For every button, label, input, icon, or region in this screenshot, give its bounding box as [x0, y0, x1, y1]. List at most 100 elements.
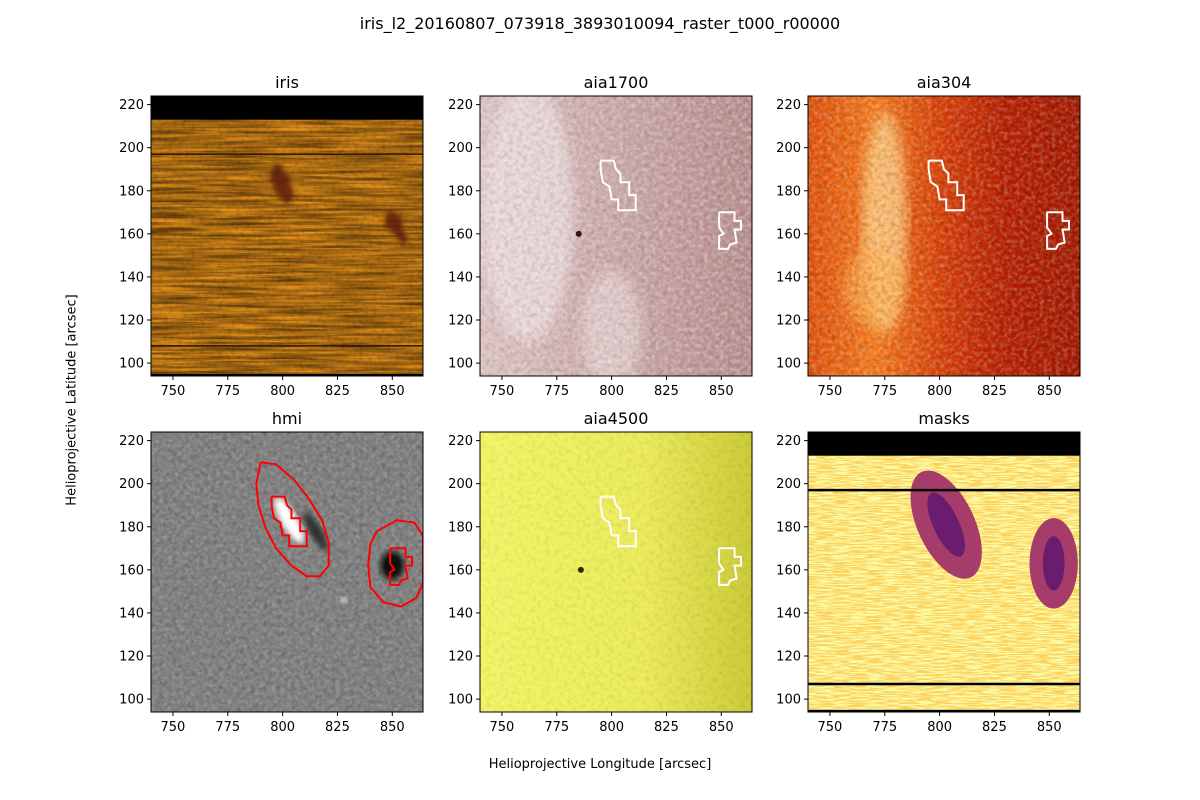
panel-image-hmi	[151, 432, 423, 712]
x-tick-label: 750	[161, 720, 186, 735]
y-tick-label: 100	[119, 357, 144, 372]
axes-frame	[479, 431, 753, 713]
y-tick-label: 140	[776, 270, 801, 285]
y-tick-label: 220	[119, 434, 144, 449]
contour	[599, 159, 637, 212]
x-tick-label: 825	[654, 384, 679, 399]
y-tick-label: 180	[448, 184, 473, 199]
contour	[270, 495, 308, 548]
x-axis-label: Helioprojective Longitude [arcsec]	[488, 757, 712, 772]
y-tick-label: 220	[776, 434, 801, 449]
figure-title: iris_l2_20160807_073918_3893010094_raste…	[359, 14, 841, 33]
y-tick-label: 140	[448, 606, 473, 621]
y-tick-label: 220	[119, 98, 144, 113]
x-tick-label: 825	[325, 384, 350, 399]
y-tick-label: 120	[776, 314, 801, 329]
y-tick-label: 200	[448, 141, 473, 156]
x-tick-label: 775	[872, 384, 897, 399]
panel-title: aia4500	[584, 409, 649, 428]
panel-image-aia1700	[480, 96, 752, 376]
panel-title: hmi	[272, 409, 302, 428]
mask-core	[927, 492, 965, 557]
y-tick-label: 220	[448, 98, 473, 113]
y-tick-label: 100	[119, 693, 144, 708]
y-tick-label: 100	[448, 693, 473, 708]
panel-image-aia304	[808, 96, 1080, 376]
masked-band-top	[808, 432, 1080, 456]
y-tick-label: 180	[119, 520, 144, 535]
axes-frame	[150, 431, 424, 713]
x-tick-label: 775	[872, 720, 897, 735]
panel-title: aia1700	[584, 73, 649, 92]
y-tick-label: 200	[776, 477, 801, 492]
contour	[1046, 211, 1070, 250]
x-tick-label: 800	[599, 384, 624, 399]
y-tick-label: 200	[119, 477, 144, 492]
y-tick-label: 220	[448, 434, 473, 449]
contour	[718, 547, 742, 586]
x-tick-label: 750	[818, 384, 843, 399]
y-tick-label: 120	[448, 314, 473, 329]
y-tick-label: 160	[448, 563, 473, 578]
x-tick-label: 775	[215, 384, 240, 399]
panel-aia4500: aia4500 750 775 800 825 850 100 120 140 160 180 200…	[448, 409, 753, 735]
contour	[255, 461, 330, 578]
x-tick-label: 825	[982, 720, 1007, 735]
y-tick-label: 160	[776, 563, 801, 578]
y-tick-label: 180	[776, 184, 801, 199]
x-tick-label: 750	[490, 720, 515, 735]
panel-title: iris	[275, 73, 299, 92]
y-tick-label: 160	[448, 227, 473, 242]
axes-frame	[807, 95, 1081, 377]
dark-region	[271, 163, 294, 205]
x-tick-label: 825	[654, 720, 679, 735]
x-tick-label: 750	[490, 384, 515, 399]
x-tick-label: 850	[709, 384, 734, 399]
y-tick-label: 200	[776, 141, 801, 156]
panel-aia304: aia304 750 775 800 825 850 100 120 140 160 180 200 2…	[776, 73, 1081, 399]
x-tick-label: 800	[599, 720, 624, 735]
bright-spot	[575, 230, 582, 237]
y-tick-label: 160	[119, 227, 144, 242]
y-tick-label: 120	[119, 650, 144, 665]
y-tick-label: 180	[448, 520, 473, 535]
panel-image-masks	[808, 432, 1080, 712]
x-tick-label: 825	[982, 384, 1007, 399]
x-tick-label: 800	[927, 720, 952, 735]
y-tick-label: 140	[448, 270, 473, 285]
x-tick-label: 850	[380, 720, 405, 735]
x-tick-label: 775	[544, 384, 569, 399]
x-tick-label: 775	[544, 720, 569, 735]
y-tick-label: 120	[776, 650, 801, 665]
contour	[927, 159, 965, 212]
x-tick-label: 775	[215, 720, 240, 735]
panel-masks: masks 750 775 800 825 850 100 120 140 160 180 200 22…	[776, 409, 1081, 735]
x-tick-label: 850	[1037, 384, 1062, 399]
x-tick-label: 750	[161, 384, 186, 399]
y-tick-label: 140	[119, 606, 144, 621]
x-tick-label: 800	[927, 384, 952, 399]
x-tick-label: 800	[270, 384, 295, 399]
masked-band-bottom	[808, 709, 1080, 712]
y-tick-label: 200	[448, 477, 473, 492]
y-tick-label: 100	[776, 693, 801, 708]
bright-spot	[577, 566, 584, 573]
x-tick-label: 750	[818, 720, 843, 735]
axes-frame	[807, 431, 1081, 713]
y-tick-label: 100	[776, 357, 801, 372]
panel-title: aia304	[917, 73, 972, 92]
axes-frame	[150, 95, 424, 377]
mask-core	[1042, 536, 1065, 591]
panel-aia1700: aia1700 750 775 800 825 850 100 120 140 160 180 200…	[448, 73, 753, 399]
contour	[718, 211, 742, 250]
positive-polarity	[274, 497, 304, 544]
y-tick-label: 200	[119, 141, 144, 156]
masked-band-bottom	[151, 373, 423, 376]
panel-image-aia4500	[480, 432, 752, 712]
contour	[389, 547, 413, 586]
y-tick-label: 220	[776, 98, 801, 113]
x-tick-label: 850	[1037, 720, 1062, 735]
x-tick-label: 800	[270, 720, 295, 735]
negative-polarity	[303, 511, 328, 551]
